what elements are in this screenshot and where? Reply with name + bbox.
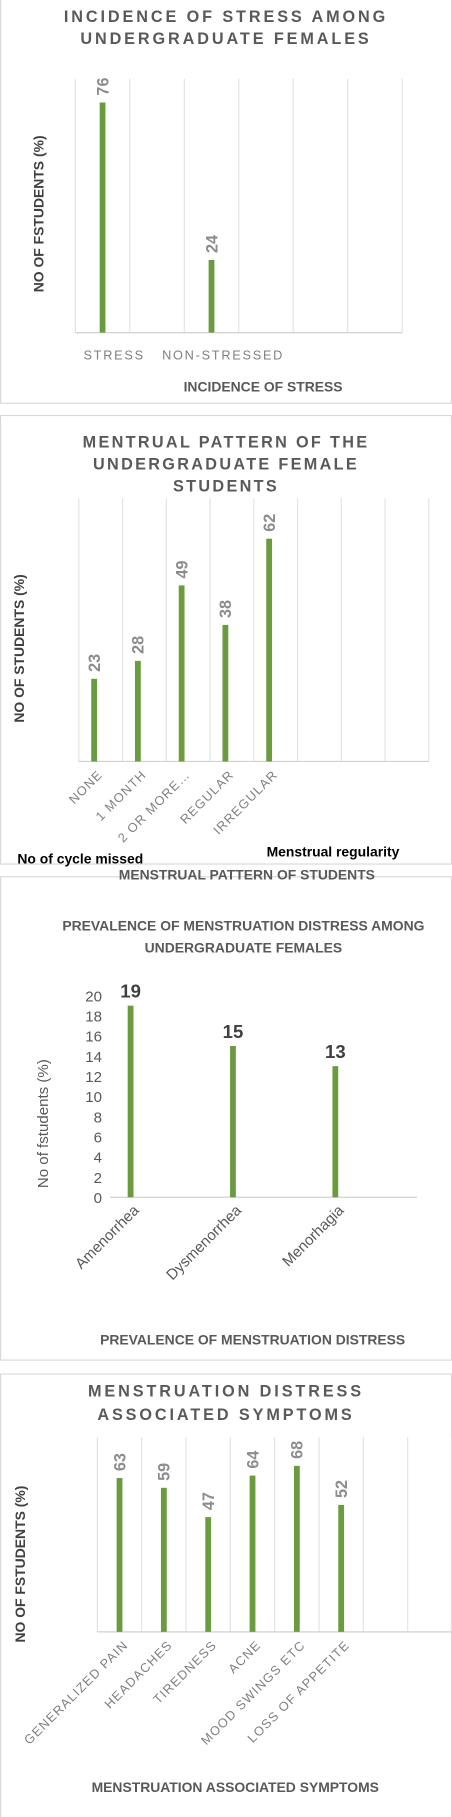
data-label: 63 (111, 1453, 129, 1471)
panel (0, 1373, 452, 1817)
panel (0, 0, 452, 404)
x-tick-label: NONE (66, 767, 106, 807)
data-label: 62 (261, 514, 279, 532)
data-label: 38 (217, 600, 235, 618)
bar (205, 1517, 212, 1632)
bar (332, 1066, 339, 1198)
y-tick-label: 4 (94, 1150, 102, 1167)
chart-title: INCIDENCE OF STRESS AMONG UNDERGRADUATE … (63, 6, 389, 48)
data-label: 68 (289, 1441, 307, 1459)
data-label: 76 (94, 78, 112, 96)
x-axis-label: MENSTRUATION ASSOCIATED SYMPTOMS (92, 1779, 379, 1795)
data-label: 59 (156, 1463, 174, 1481)
annotation: Menstrual regularity (267, 844, 400, 860)
bar (230, 1045, 236, 1198)
data-label: 23 (86, 654, 104, 672)
y-tick-label: 0 (94, 1190, 102, 1207)
y-tick-label: 6 (94, 1130, 102, 1147)
x-axis-label: INCIDENCE OF STRESS (184, 379, 343, 395)
x-axis-label: PREVALENCE OF MENSTRUATION DISTRESS (100, 1331, 405, 1347)
y-axis-label: No of fstudents (%) (34, 1059, 52, 1189)
data-label: 49 (173, 560, 191, 578)
bar (127, 1005, 134, 1198)
bar (116, 1478, 123, 1632)
y-tick-label: 10 (85, 1089, 102, 1106)
bar (338, 1504, 345, 1632)
bar (208, 259, 215, 333)
x-tick-label: STRESS (83, 347, 144, 362)
panel (0, 876, 452, 1361)
bar (178, 585, 185, 762)
data-label: 13 (325, 1041, 346, 1062)
data-label: 47 (200, 1492, 218, 1510)
y-tick-label: 2 (94, 1170, 102, 1187)
data-label: 52 (333, 1480, 351, 1498)
y-axis-label: NO OF STUDENTS (%) (11, 574, 28, 723)
bar (134, 660, 141, 762)
y-tick-label: 8 (94, 1109, 102, 1126)
bar (222, 624, 229, 762)
x-tick-label: Menorhagia (279, 1202, 348, 1271)
chart-title: PREVALENCE OF MENSTRUATION DISTRESS AMON… (62, 917, 425, 957)
y-axis-label: NO OF FSTUDENTS (%) (30, 135, 47, 293)
y-tick-label: 14 (85, 1049, 102, 1066)
y-tick-label: 16 (85, 1029, 102, 1046)
bar (293, 1465, 300, 1632)
y-tick-label: 12 (85, 1069, 102, 1086)
chart-title: MENSTRUATION DISTRESS ASSOCIATED SYMPTOM… (87, 1381, 364, 1424)
bar (266, 538, 273, 762)
x-tick-label: ACNE (225, 1637, 264, 1676)
data-label: 28 (130, 636, 148, 654)
y-tick-label: 18 (85, 1009, 102, 1026)
chart-title: MENTRUAL PATTERN OF THE UNDERGRADUATE FE… (82, 432, 370, 495)
panel (0, 414, 452, 865)
data-label: 15 (223, 1021, 244, 1042)
x-axis-label: MENSTRUAL PATTERN OF STUDENTS (119, 867, 375, 883)
data-label: 19 (120, 981, 141, 1002)
bar (249, 1475, 256, 1632)
data-label: 64 (244, 1451, 262, 1469)
bar (160, 1487, 167, 1632)
annotation: No of cycle missed (17, 850, 143, 866)
y-tick-label: 20 (85, 988, 102, 1005)
bar (91, 678, 98, 762)
x-tick-label: Amenorrhea (72, 1202, 143, 1273)
data-label: 24 (203, 235, 221, 253)
x-tick-label: NON-STRESSED (162, 347, 284, 362)
y-axis-label: NO OF FSTUDENTS (%) (12, 1485, 29, 1643)
x-tick-label: Dysmenorrhea (163, 1202, 245, 1284)
bar (99, 102, 106, 333)
